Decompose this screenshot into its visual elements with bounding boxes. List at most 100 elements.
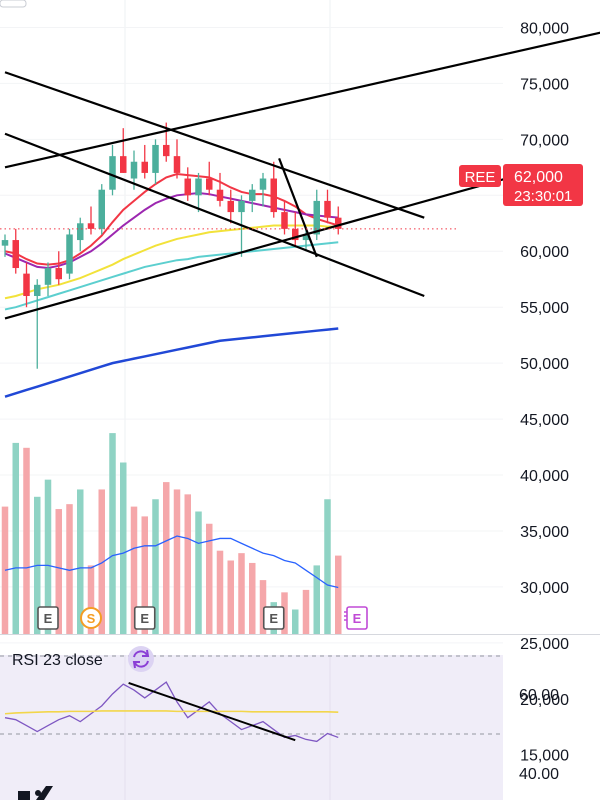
earnings-badge-box <box>37 606 59 630</box>
candle <box>34 279 41 369</box>
candle <box>173 139 181 179</box>
candle-body <box>141 161 148 173</box>
candle <box>87 206 95 235</box>
candle <box>98 184 105 235</box>
rsi-average-line <box>4 710 339 715</box>
candle <box>184 167 191 201</box>
candle-body <box>238 200 245 213</box>
moving-average-line <box>4 192 339 270</box>
volume-bar <box>163 482 170 634</box>
rsi-axis[interactable]: 40.00 60.00 <box>519 687 559 783</box>
earnings-icon[interactable]: E <box>37 606 59 630</box>
candle-body <box>77 223 84 241</box>
rsi-legend-label: RSI 23 close <box>12 652 103 669</box>
dividend-badge-circle <box>80 607 102 629</box>
trendline[interactable] <box>4 0 600 169</box>
candle-body <box>259 178 267 190</box>
moving-average-lines <box>4 173 339 398</box>
trendline[interactable] <box>4 132 425 298</box>
candle-body <box>130 161 138 179</box>
candle-body <box>23 273 30 297</box>
candle-body <box>55 268 62 280</box>
candle <box>141 144 148 179</box>
rsi-lines <box>4 681 339 743</box>
rsi-legend[interactable]: RSI 23 close <box>12 646 154 672</box>
volume-bar <box>206 523 213 634</box>
rsi-axis-tick-label: 60.00 <box>519 687 559 704</box>
candle <box>227 189 234 224</box>
tradingview-logo-icon <box>18 786 53 800</box>
top-pane-grid <box>0 0 503 756</box>
candle-body <box>206 178 213 190</box>
price-axis-tick-label: 35,000 <box>520 524 569 541</box>
earnings-icon[interactable]: E <box>133 606 156 630</box>
volume-bar <box>195 511 202 634</box>
candle-body <box>173 156 181 173</box>
candle-body <box>195 178 202 196</box>
volume-bar <box>77 489 84 634</box>
volume-bar <box>184 494 191 634</box>
refresh-arrowhead-top <box>142 649 150 657</box>
refresh-arrowhead-bottom <box>132 661 140 669</box>
price-axis-tick-label: 20,000 <box>520 692 569 709</box>
rsi-axis-tick-label: 40.00 <box>519 766 559 783</box>
rsi-band-fill <box>0 655 503 800</box>
price-axis-tick-label: 80,000 <box>520 20 569 37</box>
rsi-pane-background <box>0 634 600 800</box>
volume-bar <box>12 442 19 634</box>
candle <box>23 262 30 308</box>
refresh-icon[interactable] <box>128 646 154 672</box>
volume-bar <box>109 433 116 634</box>
volume-bar <box>66 504 73 634</box>
moving-average-line <box>4 241 339 311</box>
candle <box>55 251 62 285</box>
volume-bar <box>259 580 267 634</box>
candle-body <box>98 189 105 229</box>
earnings-badge-text: E <box>269 611 278 626</box>
price-axis-tick-label: 45,000 <box>520 412 569 429</box>
candle <box>120 128 127 173</box>
trendline[interactable] <box>4 176 511 320</box>
candle <box>324 189 331 224</box>
price-trendlines[interactable] <box>4 0 600 320</box>
price-axis-tick-label: 55,000 <box>520 300 569 317</box>
trendline[interactable] <box>4 71 425 219</box>
candle-body <box>120 156 127 173</box>
last-price-bg <box>503 164 583 206</box>
dividend-icon[interactable]: S <box>80 607 102 629</box>
price-tag[interactable]: REE 62,000 23:30:01 <box>459 164 583 206</box>
trendline[interactable] <box>278 157 318 258</box>
candle-body <box>249 189 256 201</box>
candle-body <box>163 144 170 157</box>
future-earnings-icon[interactable]: E <box>344 606 368 630</box>
volume-bar <box>335 555 342 634</box>
earnings-icon[interactable]: E <box>262 606 285 630</box>
rsi-trendline[interactable] <box>128 681 296 742</box>
dividend-badge-text: S <box>87 611 96 626</box>
volume-bar <box>44 479 52 634</box>
volume-bar <box>227 560 234 634</box>
candle <box>12 228 19 274</box>
price-axis[interactable]: 15,000 20,000 25,000 30,000 35,000 40,000 45,0… <box>520 20 569 764</box>
candlesticks <box>1 122 342 369</box>
volume-bar <box>324 499 331 634</box>
price-axis-tick-label: 70,000 <box>520 132 569 149</box>
volume-bar <box>249 562 256 634</box>
price-axis-tick-label: 30,000 <box>520 580 569 597</box>
candle <box>292 212 299 246</box>
candle <box>1 234 9 257</box>
volume-bar <box>87 565 95 634</box>
candle-body <box>44 268 52 285</box>
moving-average-line <box>4 173 339 266</box>
refresh-icon-bg <box>128 646 154 672</box>
price-axis-tick-label: 40,000 <box>520 468 569 485</box>
candle-body <box>87 223 95 229</box>
candle-body <box>324 200 331 218</box>
candle <box>281 200 288 235</box>
candle-body <box>313 200 320 235</box>
toolbar-button-edge[interactable] <box>0 0 27 8</box>
price-axis-tick-label: 15,000 <box>520 748 569 765</box>
